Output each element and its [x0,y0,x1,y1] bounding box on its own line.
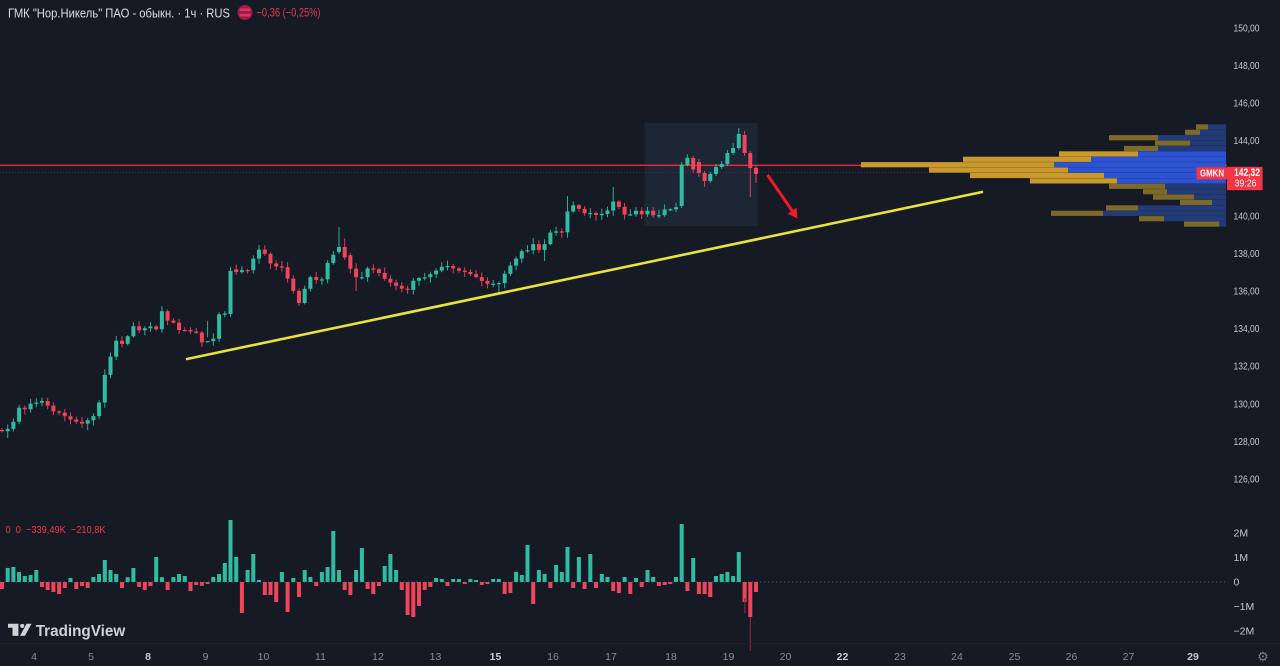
svg-text:2M: 2M [1234,528,1249,540]
svg-text:TradingView: TradingView [36,623,126,640]
svg-text:146,00: 146,00 [1234,98,1260,110]
svg-text:39:26: 39:26 [1235,177,1257,189]
svg-text:29: 29 [1187,651,1199,663]
svg-text:26: 26 [1066,651,1078,663]
svg-text:19: 19 [723,651,735,663]
svg-text:24: 24 [951,651,963,663]
svg-text:12: 12 [372,651,384,663]
svg-text:142,32: 142,32 [1234,167,1260,179]
svg-text:132,00: 132,00 [1234,361,1260,373]
svg-text:18: 18 [665,651,677,663]
svg-text:17: 17 [605,651,617,663]
svg-text:4: 4 [31,651,37,663]
svg-text:1M: 1M [1234,552,1249,564]
svg-text:5: 5 [88,651,94,663]
svg-text:25: 25 [1009,651,1021,663]
svg-text:136,00: 136,00 [1234,286,1260,298]
svg-text:22: 22 [837,651,849,663]
svg-text:23: 23 [894,651,906,663]
svg-text:27: 27 [1123,651,1135,663]
svg-text:0 0 −339,49K −210,8K: 0 0 −339,49K −210,8K [6,524,106,536]
svg-text:148,00: 148,00 [1234,60,1260,72]
svg-text:140,00: 140,00 [1234,210,1260,222]
svg-text:134,00: 134,00 [1234,323,1260,335]
svg-text:150,00: 150,00 [1234,23,1260,35]
svg-text:15: 15 [490,651,502,663]
svg-text:128,00: 128,00 [1234,436,1260,448]
svg-text:138,00: 138,00 [1234,248,1260,260]
svg-text:−1M: −1M [1234,601,1255,613]
svg-text:−2M: −2M [1234,626,1255,638]
svg-text:⚙: ⚙ [1257,649,1269,664]
svg-text:10: 10 [258,651,270,663]
svg-text:0: 0 [1234,577,1240,589]
svg-text:20: 20 [780,651,792,663]
svg-text:126,00: 126,00 [1234,474,1260,486]
svg-text:9: 9 [203,651,209,663]
svg-text:11: 11 [315,651,326,663]
svg-text:GMKN: GMKN [1200,169,1224,180]
svg-text:8: 8 [145,651,151,663]
svg-text:−0,36 (−0,25%): −0,36 (−0,25%) [257,6,321,20]
svg-text:ГМК "Нор.Никель" ПАО - обыкн.: ГМК "Нор.Никель" ПАО - обыкн. · 1ч · RUS [8,6,230,21]
svg-text:144,00: 144,00 [1234,135,1260,147]
svg-text:130,00: 130,00 [1234,398,1260,410]
svg-text:13: 13 [430,651,442,663]
svg-text:16: 16 [547,651,559,663]
